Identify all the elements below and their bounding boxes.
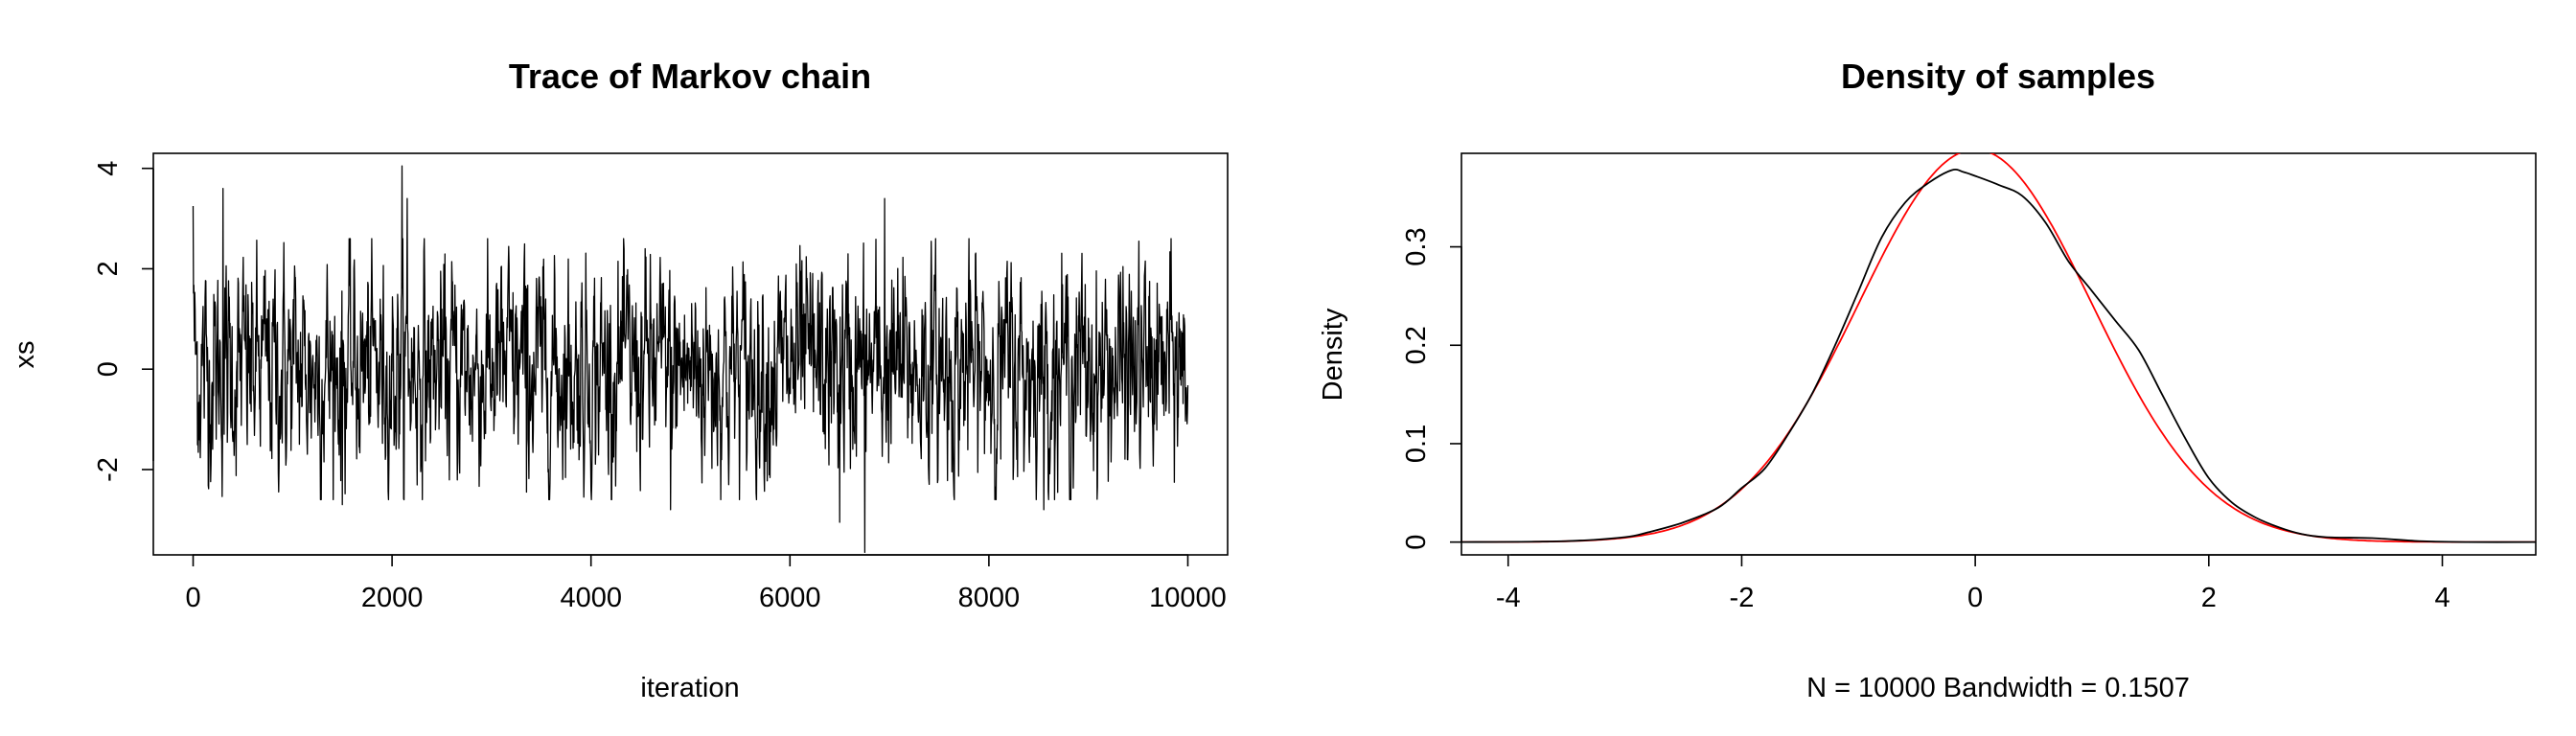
trace-x-label: iteration: [640, 673, 739, 703]
x-tick-label: 4: [2434, 583, 2450, 613]
y-tick-label: 4: [93, 161, 124, 176]
x-tick-label: 4000: [560, 583, 622, 613]
x-tick-label: 0: [1967, 583, 1983, 613]
trace-line: [192, 165, 1189, 554]
x-tick-label: 6000: [759, 583, 821, 613]
x-tick-label: -2: [1730, 583, 1755, 613]
trace-y-label: xs: [10, 341, 40, 369]
y-tick-label: 2: [93, 261, 124, 276]
kernel-density-curve: [1461, 168, 2536, 543]
normal-density-curve: [1461, 153, 2536, 543]
y-tick-label: 0.3: [1401, 227, 1432, 265]
x-tick-label: 2: [2201, 583, 2217, 613]
y-tick-label: 0.2: [1401, 326, 1432, 364]
density-title: Density of samples: [1841, 57, 2155, 96]
density-series: [1461, 153, 2536, 543]
density-panel: Density of samples -4 -2 0 2 4 0 0.1 0.2 0.3 N …: [1318, 57, 2537, 703]
y-tick-label: 0: [93, 361, 124, 377]
x-tick-label: 0: [185, 583, 200, 613]
trace-panel: Trace of Markov chain 0 2000 4000 6000 8000 1…: [10, 57, 1229, 703]
density-x-label: N = 10000 Bandwidth = 0.1507: [1806, 673, 2190, 703]
trace-title: Trace of Markov chain: [509, 57, 871, 96]
x-tick-label: -4: [1496, 583, 1521, 613]
y-tick-label: 0: [1401, 535, 1432, 550]
trace-y-ticks: -2 0 2 4: [93, 161, 153, 482]
trace-series: [192, 165, 1189, 554]
density-y-label: Density: [1318, 308, 1348, 401]
density-x-ticks: -4 -2 0 2 4: [1496, 555, 2450, 613]
y-tick-label: -2: [93, 457, 124, 482]
density-plot-box: [1460, 152, 2537, 556]
x-tick-label: 10000: [1149, 583, 1227, 613]
x-tick-label: 8000: [958, 583, 1021, 613]
x-tick-label: 2000: [361, 583, 424, 613]
density-y-ticks: 0 0.1 0.2 0.3: [1401, 227, 1461, 550]
trace-x-ticks: 0 2000 4000 6000 8000 10000: [185, 555, 1227, 613]
y-tick-label: 0.1: [1401, 425, 1432, 463]
